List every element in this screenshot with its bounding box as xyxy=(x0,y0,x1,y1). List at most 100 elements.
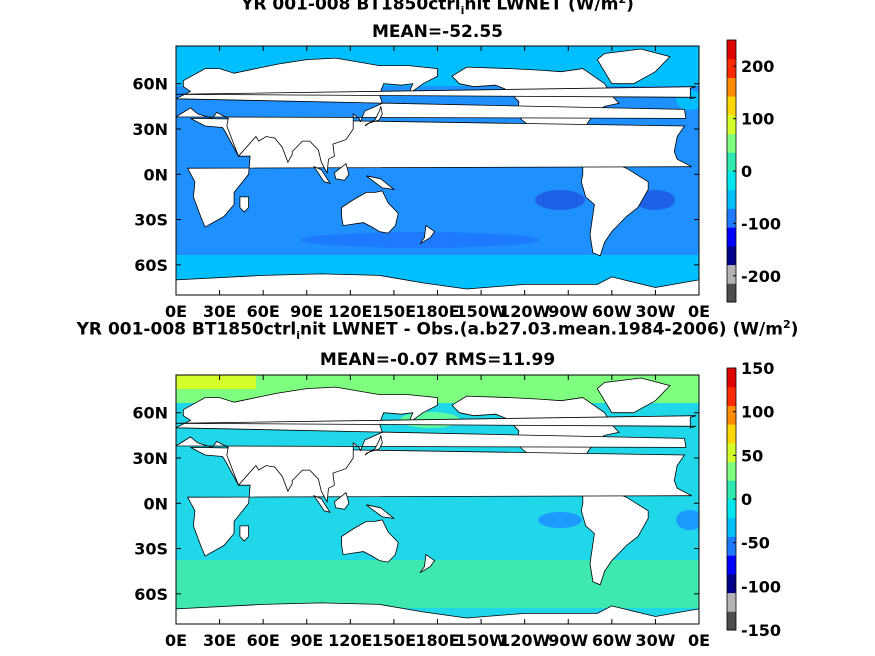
continent xyxy=(176,86,697,100)
colorbar-segment xyxy=(727,499,736,519)
y-tick-label: 0N xyxy=(143,165,168,184)
colorbar-segment xyxy=(727,189,736,209)
continent xyxy=(364,106,383,127)
mean-rms-stat: MEAN=-0.07 RMS=11.99 xyxy=(319,350,556,370)
colorbar-segment xyxy=(727,133,736,153)
colorbar-tick-label: 100 xyxy=(741,110,774,129)
x-tick-label: 120W xyxy=(499,302,550,321)
continent xyxy=(176,602,699,624)
colorbar-segment xyxy=(727,573,736,594)
continent xyxy=(366,175,396,190)
continent xyxy=(239,196,249,213)
x-tick-label: 180E xyxy=(415,302,459,321)
y-tick-label: 60N xyxy=(132,404,168,423)
colorbar-tick-label: 150 xyxy=(741,359,774,378)
x-tick-label: 90W xyxy=(548,631,588,650)
colorbars: 200 100 0 -100 -200 150 100 50 0 -50 -100 -150 xyxy=(726,39,781,640)
colorbar-segment xyxy=(727,480,736,500)
x-tick-label: 90E xyxy=(290,302,323,321)
colorbar-tick-label: 0 xyxy=(741,162,752,181)
x-tick-label: 0E xyxy=(165,302,187,321)
colorbar-segment xyxy=(727,77,736,97)
continents xyxy=(176,48,699,295)
continent xyxy=(176,273,699,295)
colorbar-segment xyxy=(727,405,736,425)
y-tick-label: 30S xyxy=(134,540,168,559)
continent xyxy=(596,48,671,85)
y-tick-label: 60S xyxy=(134,256,168,275)
colorbar-segment xyxy=(727,461,736,481)
colorbar-segment xyxy=(727,442,736,463)
colorbar-segment xyxy=(727,592,736,612)
continent xyxy=(341,190,399,234)
colorbar-segment xyxy=(727,424,736,444)
x-tick-label: 30W xyxy=(635,302,675,321)
continent xyxy=(176,415,697,429)
x-tick-label: 150W xyxy=(456,302,507,321)
x-tick-label: 30W xyxy=(635,631,675,650)
x-tick-label: 150W xyxy=(456,631,507,650)
colorbar-segment xyxy=(727,611,736,631)
colorbar-segment xyxy=(727,283,736,303)
x-tick-label: 90W xyxy=(548,302,588,321)
colorbar-segment xyxy=(727,40,736,60)
colorbar-segment xyxy=(727,208,736,228)
colorbar-segment xyxy=(727,264,736,284)
x-tick-label: 60W xyxy=(592,302,632,321)
continent xyxy=(333,163,350,181)
colorbar-tick-label: -200 xyxy=(741,267,781,286)
x-tick-label: 30E xyxy=(203,302,236,321)
colorbar-tick-label: -50 xyxy=(741,534,770,553)
x-tick-label: 0E xyxy=(688,631,710,650)
colorbar-tick-label: -100 xyxy=(741,214,781,233)
colorbar-tick-label: 100 xyxy=(741,403,774,422)
colorbar-segment xyxy=(727,555,736,575)
continent xyxy=(364,435,383,456)
continent xyxy=(333,492,350,510)
colorbar-segment xyxy=(727,386,736,406)
x-tick-label: 180E xyxy=(415,631,459,650)
continent xyxy=(419,224,436,245)
y-tick-label: 60N xyxy=(132,75,168,94)
continent xyxy=(239,525,249,542)
continent xyxy=(596,377,671,414)
x-tick-label: 120E xyxy=(328,302,372,321)
map-lwnet xyxy=(175,45,700,296)
x-tick-label: 60E xyxy=(247,631,280,650)
x-tick-label: 60W xyxy=(592,631,632,650)
continent xyxy=(366,504,396,519)
y-tick-label: 30N xyxy=(132,449,168,468)
colorbar-segment xyxy=(727,58,736,78)
colorbar-segment xyxy=(727,227,736,247)
colorbar-segment xyxy=(727,368,736,388)
x-tick-label: 60E xyxy=(247,302,280,321)
colorbar-tick-label: 0 xyxy=(741,490,752,509)
x-tick-label: 90E xyxy=(290,631,323,650)
continent xyxy=(176,57,687,175)
x-tick-label: 0E xyxy=(165,631,187,650)
colorbar-segment xyxy=(727,96,736,116)
y-tick-label: 60S xyxy=(134,585,168,604)
colorbar-segment xyxy=(727,152,736,172)
y-tick-label: 30N xyxy=(132,120,168,139)
x-tick-label: 150E xyxy=(372,631,416,650)
y-tick-label: 30S xyxy=(134,211,168,230)
continent xyxy=(312,494,331,513)
continent xyxy=(419,553,436,574)
panel-lwnet: YR 001-008 BT1850ctrlinit LWNET (W/m2) M… xyxy=(241,0,634,42)
continent xyxy=(312,165,331,184)
x-tick-label: 30E xyxy=(203,631,236,650)
colorbar-tick-label: 200 xyxy=(741,57,774,76)
y-tick-label: 0N xyxy=(143,494,168,513)
x-tick-label: 0E xyxy=(688,302,710,321)
continents xyxy=(176,377,699,624)
colorbar-tick-label: -100 xyxy=(741,577,781,596)
continent xyxy=(341,519,399,563)
colorbar-tick-label: -150 xyxy=(741,621,781,640)
colorbar-segment xyxy=(727,517,736,537)
chart-title: YR 001-008 BT1850ctrlinit LWNET (W/m2) xyxy=(241,0,634,18)
colorbar-segment xyxy=(727,536,736,556)
